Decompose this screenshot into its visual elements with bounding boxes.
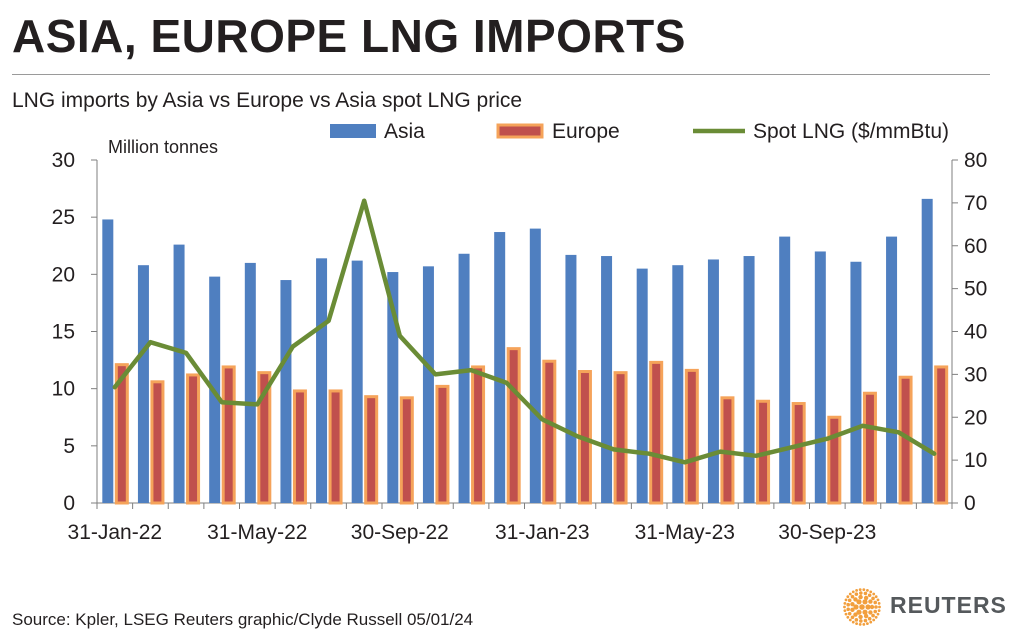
asia-bar [422, 266, 434, 503]
europe-bar [791, 402, 806, 505]
europe-bar [328, 389, 343, 505]
legend-label-spot: Spot LNG ($/mmBtu) [753, 120, 949, 143]
legend-swatch-asia [330, 124, 376, 138]
europe-bar [399, 396, 414, 505]
left-axis-tick-label: 30 [52, 149, 75, 172]
legend-swatch-europe [496, 123, 544, 139]
left-axis-tick-label: 0 [63, 492, 75, 515]
right-axis-tick-label: 0 [964, 492, 976, 515]
asia-bar [280, 280, 292, 503]
reuters-wordmark: REUTERS [890, 592, 1007, 618]
europe-bar [186, 373, 201, 505]
right-axis-tick-label: 70 [964, 192, 987, 215]
right-axis-tick-label: 50 [964, 278, 987, 301]
x-axis-tick-label: 31-May-22 [207, 521, 307, 544]
legend-label-europe: Europe [552, 120, 620, 143]
x-axis-tick-label: 31-Jan-23 [495, 521, 590, 544]
europe-bar [114, 363, 129, 505]
asia-bar [850, 261, 862, 503]
europe-bar [542, 359, 557, 505]
europe-bar [364, 395, 379, 505]
europe-bar [613, 371, 628, 505]
asia-bar [387, 272, 399, 503]
x-axis-tick-label: 31-Jan-22 [68, 521, 163, 544]
asia-bar [779, 236, 791, 503]
left-axis-tick-label: 10 [52, 378, 75, 401]
x-axis-tick-label: 31-May-23 [635, 521, 735, 544]
chart-subtitle: LNG imports by Asia vs Europe vs Asia sp… [12, 89, 523, 112]
asia-bar [672, 265, 684, 503]
asia-bar [494, 232, 506, 503]
right-axis-tick-label: 80 [964, 149, 987, 172]
left-axis-tick-label: 5 [63, 435, 75, 458]
lng-imports-chart: 0 5 10 15 20 25 30 0 10 20 30 40 50 60 70 80 Million ton… [52, 120, 988, 544]
europe-bar [435, 384, 450, 505]
title-divider [12, 74, 990, 75]
europe-bar [862, 391, 877, 505]
asia-bar [707, 259, 719, 503]
asia-bar [743, 256, 755, 503]
right-axis-tick-label: 60 [964, 235, 987, 258]
right-axis-tick-label: 20 [964, 406, 987, 429]
europe-bar [827, 415, 842, 505]
europe-bar [684, 368, 699, 505]
right-axis-tick-label: 10 [964, 449, 987, 472]
europe-bar [221, 365, 236, 505]
europe-bar [934, 365, 949, 505]
asia-bar [886, 236, 898, 503]
left-axis-tick-label: 25 [52, 206, 75, 229]
asia-bar [102, 219, 114, 503]
x-axis-tick-label: 30-Sep-22 [351, 521, 449, 544]
asia-bar [814, 251, 826, 503]
source-credit: Source: Kpler, LSEG Reuters graphic/Clyd… [12, 610, 474, 629]
y-axis-unit-label: Million tonnes [108, 137, 218, 157]
europe-bar [150, 380, 165, 505]
europe-bar [506, 347, 521, 505]
legend-label-asia: Asia [384, 120, 425, 143]
asia-bar [316, 258, 328, 503]
asia-bar [565, 254, 577, 503]
right-axis-tick-label: 40 [964, 321, 987, 344]
left-axis-tick-label: 20 [52, 263, 75, 286]
asia-bar [601, 256, 613, 503]
asia-bar [636, 268, 648, 503]
chart-title: ASIA, EUROPE LNG IMPORTS [12, 10, 686, 62]
asia-bar [244, 262, 256, 503]
asia-bar [173, 244, 185, 503]
reuters-dot-logo-icon [843, 588, 881, 626]
asia-bar [137, 265, 149, 503]
left-axis-tick-label: 15 [52, 321, 75, 344]
europe-bar [292, 389, 307, 505]
asia-bar [529, 228, 541, 503]
x-axis-tick-label: 30-Sep-23 [778, 521, 876, 544]
spot-lng-line [112, 198, 937, 465]
asia-bar [921, 198, 933, 503]
asia-bar [458, 253, 470, 503]
europe-bar [471, 365, 486, 505]
right-axis-tick-label: 30 [964, 363, 987, 386]
asia-bar [351, 260, 363, 503]
europe-bar [649, 360, 664, 505]
europe-bar [257, 371, 272, 505]
